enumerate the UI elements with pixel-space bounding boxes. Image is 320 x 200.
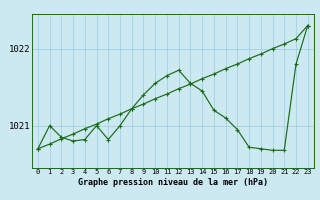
- X-axis label: Graphe pression niveau de la mer (hPa): Graphe pression niveau de la mer (hPa): [78, 178, 268, 187]
